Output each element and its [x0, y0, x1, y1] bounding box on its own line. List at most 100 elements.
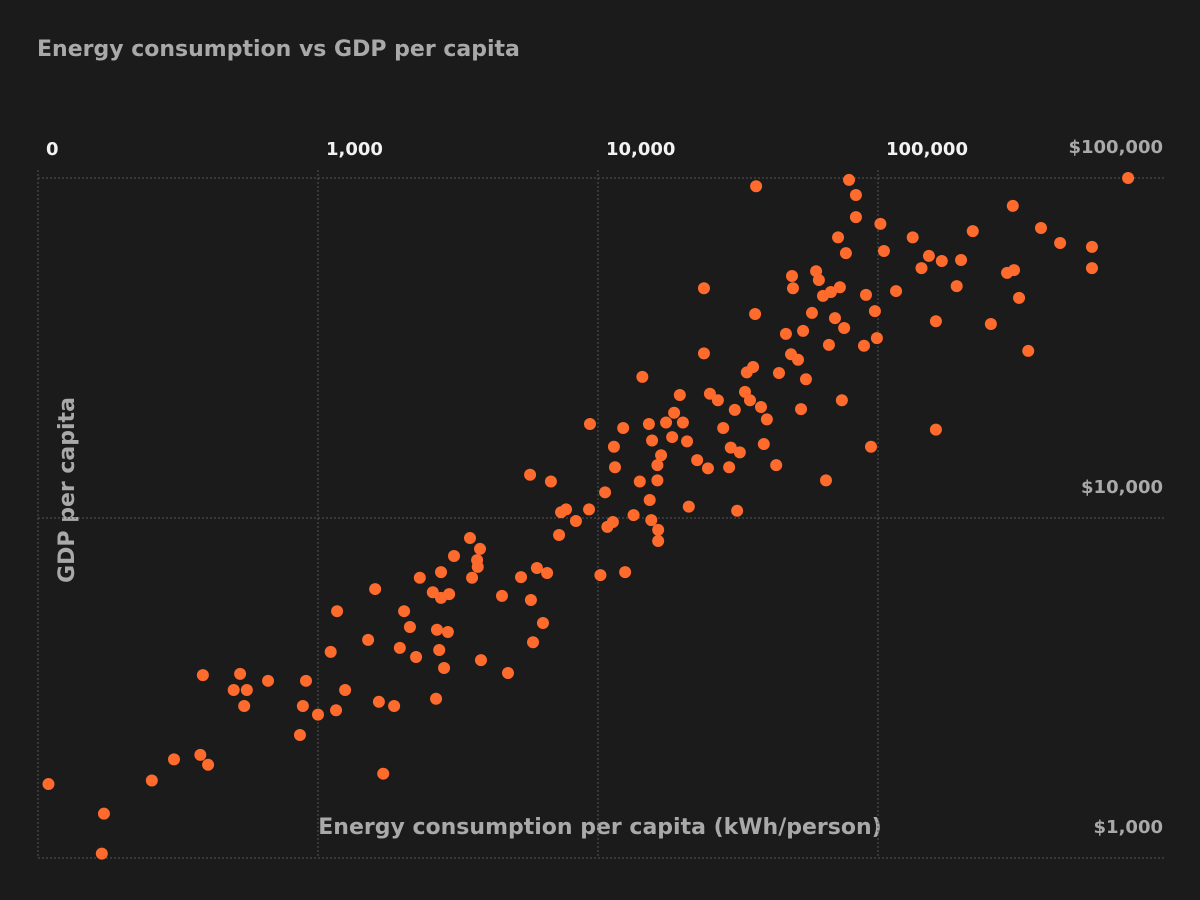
point — [868, 305, 881, 318]
point — [805, 306, 818, 319]
point — [441, 626, 454, 639]
point — [835, 394, 848, 407]
point — [955, 253, 968, 266]
point — [435, 566, 448, 579]
point — [797, 324, 810, 337]
point — [857, 339, 870, 352]
y-axis-label: GDP per capita — [55, 397, 80, 583]
point — [822, 338, 835, 351]
point — [697, 347, 710, 360]
point — [372, 695, 385, 708]
point — [541, 567, 554, 580]
point — [443, 588, 456, 601]
point — [819, 474, 832, 487]
point — [750, 180, 763, 193]
point — [369, 583, 382, 596]
point — [97, 807, 110, 820]
y-tick-label: $1,000 — [1094, 817, 1163, 838]
point — [633, 475, 646, 488]
point — [168, 753, 181, 766]
point — [828, 312, 841, 325]
point — [324, 645, 337, 658]
point — [1013, 291, 1026, 304]
point — [652, 523, 665, 536]
point — [717, 421, 730, 434]
point — [330, 704, 343, 717]
point — [410, 651, 423, 664]
point — [966, 225, 979, 238]
point — [430, 692, 443, 705]
point — [583, 503, 596, 516]
point — [749, 308, 762, 321]
point — [393, 641, 406, 654]
x-tick-label: 10,000 — [606, 139, 675, 160]
point — [515, 571, 528, 584]
y-tick-label: $100,000 — [1068, 137, 1163, 158]
point — [643, 493, 656, 506]
point — [1008, 264, 1021, 277]
point — [553, 529, 566, 542]
point — [362, 633, 375, 646]
point — [864, 440, 877, 453]
point — [474, 654, 487, 667]
point — [524, 468, 537, 481]
point — [849, 211, 862, 224]
point — [890, 285, 903, 298]
point — [779, 327, 792, 340]
x-tick-label: 0 — [46, 139, 59, 160]
point — [799, 373, 812, 386]
x-tick-label: 1,000 — [326, 139, 383, 160]
point — [770, 459, 783, 472]
point — [1085, 240, 1098, 253]
point — [812, 274, 825, 287]
point — [262, 674, 275, 687]
point — [681, 435, 694, 448]
point — [874, 217, 887, 230]
point — [238, 699, 251, 712]
x-tick-label: 100,000 — [886, 139, 968, 160]
point — [792, 353, 805, 366]
point — [202, 758, 215, 771]
point — [651, 474, 664, 487]
point — [849, 189, 862, 202]
point — [145, 774, 158, 787]
point — [673, 389, 686, 402]
point — [839, 247, 852, 260]
point — [569, 514, 582, 527]
point — [466, 571, 479, 584]
point — [617, 421, 630, 434]
point — [711, 394, 724, 407]
point — [757, 438, 770, 451]
point — [524, 593, 537, 606]
point — [430, 623, 443, 636]
point — [785, 269, 798, 282]
point — [701, 462, 714, 475]
point — [668, 406, 681, 419]
chart-title: Energy consumption vs GDP per capita — [37, 37, 520, 62]
point — [339, 683, 352, 696]
point — [331, 605, 344, 618]
point — [398, 605, 411, 618]
point — [731, 504, 744, 517]
point — [608, 461, 621, 474]
point — [772, 366, 785, 379]
point — [377, 767, 390, 780]
point — [676, 416, 689, 429]
point — [652, 534, 665, 547]
point — [824, 286, 837, 299]
point — [413, 571, 426, 584]
point — [786, 282, 799, 295]
point — [843, 173, 856, 186]
point — [697, 282, 710, 295]
point — [1006, 199, 1019, 212]
point — [636, 370, 649, 383]
point — [438, 662, 451, 675]
point — [1122, 172, 1135, 184]
point — [536, 617, 549, 630]
point — [388, 699, 401, 712]
point — [495, 589, 508, 602]
point — [723, 461, 736, 474]
point — [906, 231, 919, 244]
point — [527, 636, 540, 649]
